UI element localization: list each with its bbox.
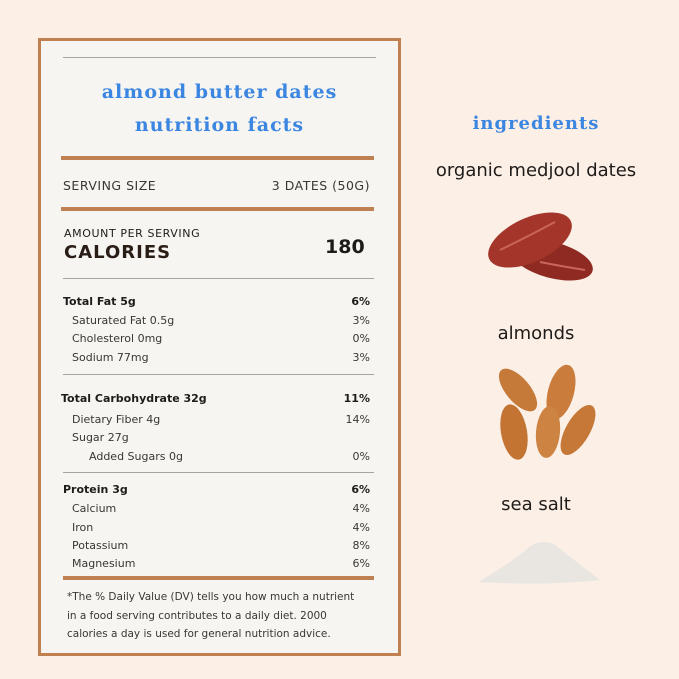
- almond-icon: [535, 406, 561, 458]
- serving-size-row: SERVING SIZE 3 DATES (50G): [63, 178, 370, 193]
- divider: [63, 278, 374, 279]
- amount-per-serving: AMOUNT PER SERVING: [64, 227, 201, 240]
- serving-size-label: SERVING SIZE: [63, 178, 157, 193]
- divider: [63, 57, 376, 58]
- almond-icon: [500, 404, 528, 460]
- nutrient-row: Saturated Fat 0.5g 3%: [72, 314, 370, 327]
- almond-icon: [560, 405, 596, 455]
- nutrient-row: Sodium 77mg 3%: [72, 351, 370, 364]
- nutrition-label: almond butter dates nutrition facts SERV…: [38, 38, 401, 656]
- divider-thick: [63, 576, 374, 580]
- label-title-line2: nutrition facts: [134, 114, 305, 136]
- nutrient-row: Iron 4%: [72, 521, 370, 534]
- nutrient-row: Dietary Fiber 4g 14%: [72, 413, 370, 426]
- divider-thick: [61, 156, 374, 160]
- ingredients-heading: ingredients: [472, 113, 600, 134]
- date-icon: [488, 212, 572, 268]
- divider-thick: [61, 207, 374, 211]
- almond-icon: [498, 368, 538, 412]
- nutrient-row: Added Sugars 0g 0%: [89, 450, 370, 463]
- calories-label: CALORIES: [64, 242, 172, 263]
- footnote: *The % Daily Value (DV) tells you how mu…: [67, 591, 355, 640]
- salt-pile-icon: [478, 542, 600, 584]
- nutrient-row: Total Carbohydrate 32g 11%: [61, 392, 370, 405]
- nutrient-row: Calcium 4%: [72, 502, 370, 515]
- divider: [63, 472, 374, 473]
- serving-size-value: 3 DATES (50G): [271, 178, 370, 193]
- nutrient-row: Magnesium 6%: [72, 557, 370, 570]
- nutrient-row: Cholesterol 0mg 0%: [72, 332, 370, 345]
- nutrient-row: Protein 3g 6%: [63, 483, 370, 496]
- ingredient-dates: organic medjool dates: [435, 160, 637, 181]
- divider: [63, 374, 374, 375]
- sea-salt-illustration: [478, 542, 600, 584]
- nutrient-row: Potassium 8%: [72, 539, 370, 552]
- almond-icon: [546, 364, 576, 420]
- calories-value: 180: [325, 236, 365, 258]
- nutrient-row: Total Fat 5g 6%: [63, 295, 370, 308]
- ingredient-almonds: almonds: [497, 323, 575, 344]
- almonds-illustration: [498, 364, 596, 460]
- ingredient-sea-salt: sea salt: [501, 494, 571, 515]
- label-title-line1: almond butter dates: [101, 81, 338, 103]
- dates-illustration: [488, 212, 593, 281]
- nutrient-row: Sugar 27g: [72, 431, 129, 444]
